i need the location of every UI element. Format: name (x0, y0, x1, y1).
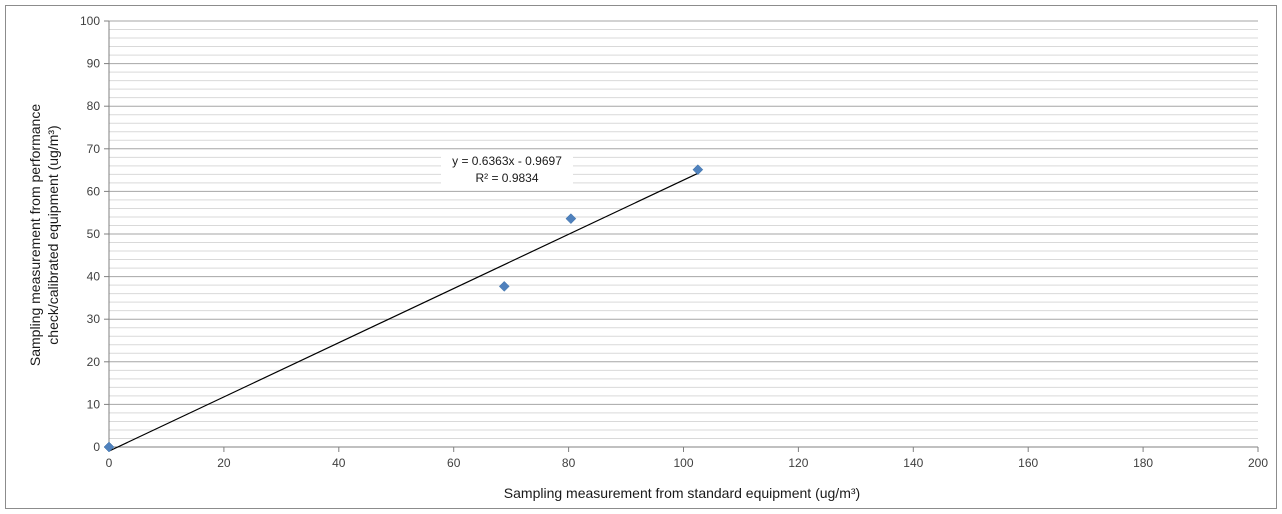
y-axis-title: Sampling measurement from performance ch… (27, 104, 61, 366)
trendline-layer (108, 172, 699, 452)
axes (104, 20, 1259, 452)
y-tick-label: 40 (87, 270, 101, 284)
x-tick-label: 120 (788, 456, 808, 470)
x-tick-label: 200 (1248, 456, 1268, 470)
trendline-r-squared: R² = 0.9834 (475, 171, 538, 185)
y-tick-label: 70 (87, 142, 101, 156)
x-tick-label: 180 (1133, 456, 1153, 470)
data-point (692, 164, 704, 176)
trendline-label-box (441, 151, 573, 189)
trendline-label: y = 0.6363x - 0.9697 R² = 0.9834 (441, 151, 573, 189)
x-tick-label: 0 (106, 456, 113, 470)
tick-labels: 0 10 20 30 40 50 60 70 80 90 100 0 20 40 60 80 100 120 140… (80, 14, 1268, 470)
y-tick-label: 100 (80, 14, 100, 28)
y-axis-title-line-1: Sampling measurement from performance (27, 104, 43, 366)
x-tick-label: 60 (447, 456, 461, 470)
grid-lines (109, 20, 1258, 448)
trendline (108, 172, 699, 452)
data-point (103, 441, 115, 453)
y-tick-label: 90 (87, 57, 101, 71)
y-tick-label: 50 (87, 227, 101, 241)
x-tick-label: 140 (903, 456, 923, 470)
x-tick-label: 20 (217, 456, 231, 470)
y-tick-label: 30 (87, 312, 101, 326)
y-tick-label: 0 (93, 440, 100, 454)
y-tick-label: 20 (87, 355, 101, 369)
data-point (498, 281, 510, 292)
data-points (103, 164, 704, 453)
x-axis-title: Sampling measurement from standard equip… (504, 485, 860, 501)
x-tick-label: 100 (673, 456, 693, 470)
x-tick-label: 160 (1018, 456, 1038, 470)
trendline-equation: y = 0.6363x - 0.9697 (452, 154, 562, 168)
data-point (565, 213, 577, 225)
y-tick-label: 60 (87, 184, 101, 198)
x-tick-label: 40 (332, 456, 346, 470)
y-tick-label: 10 (87, 397, 101, 411)
y-tick-label: 80 (87, 99, 101, 113)
x-tick-label: 80 (562, 456, 576, 470)
y-axis-title-line-2: check/calibrated equipment (ug/m³) (45, 125, 61, 344)
